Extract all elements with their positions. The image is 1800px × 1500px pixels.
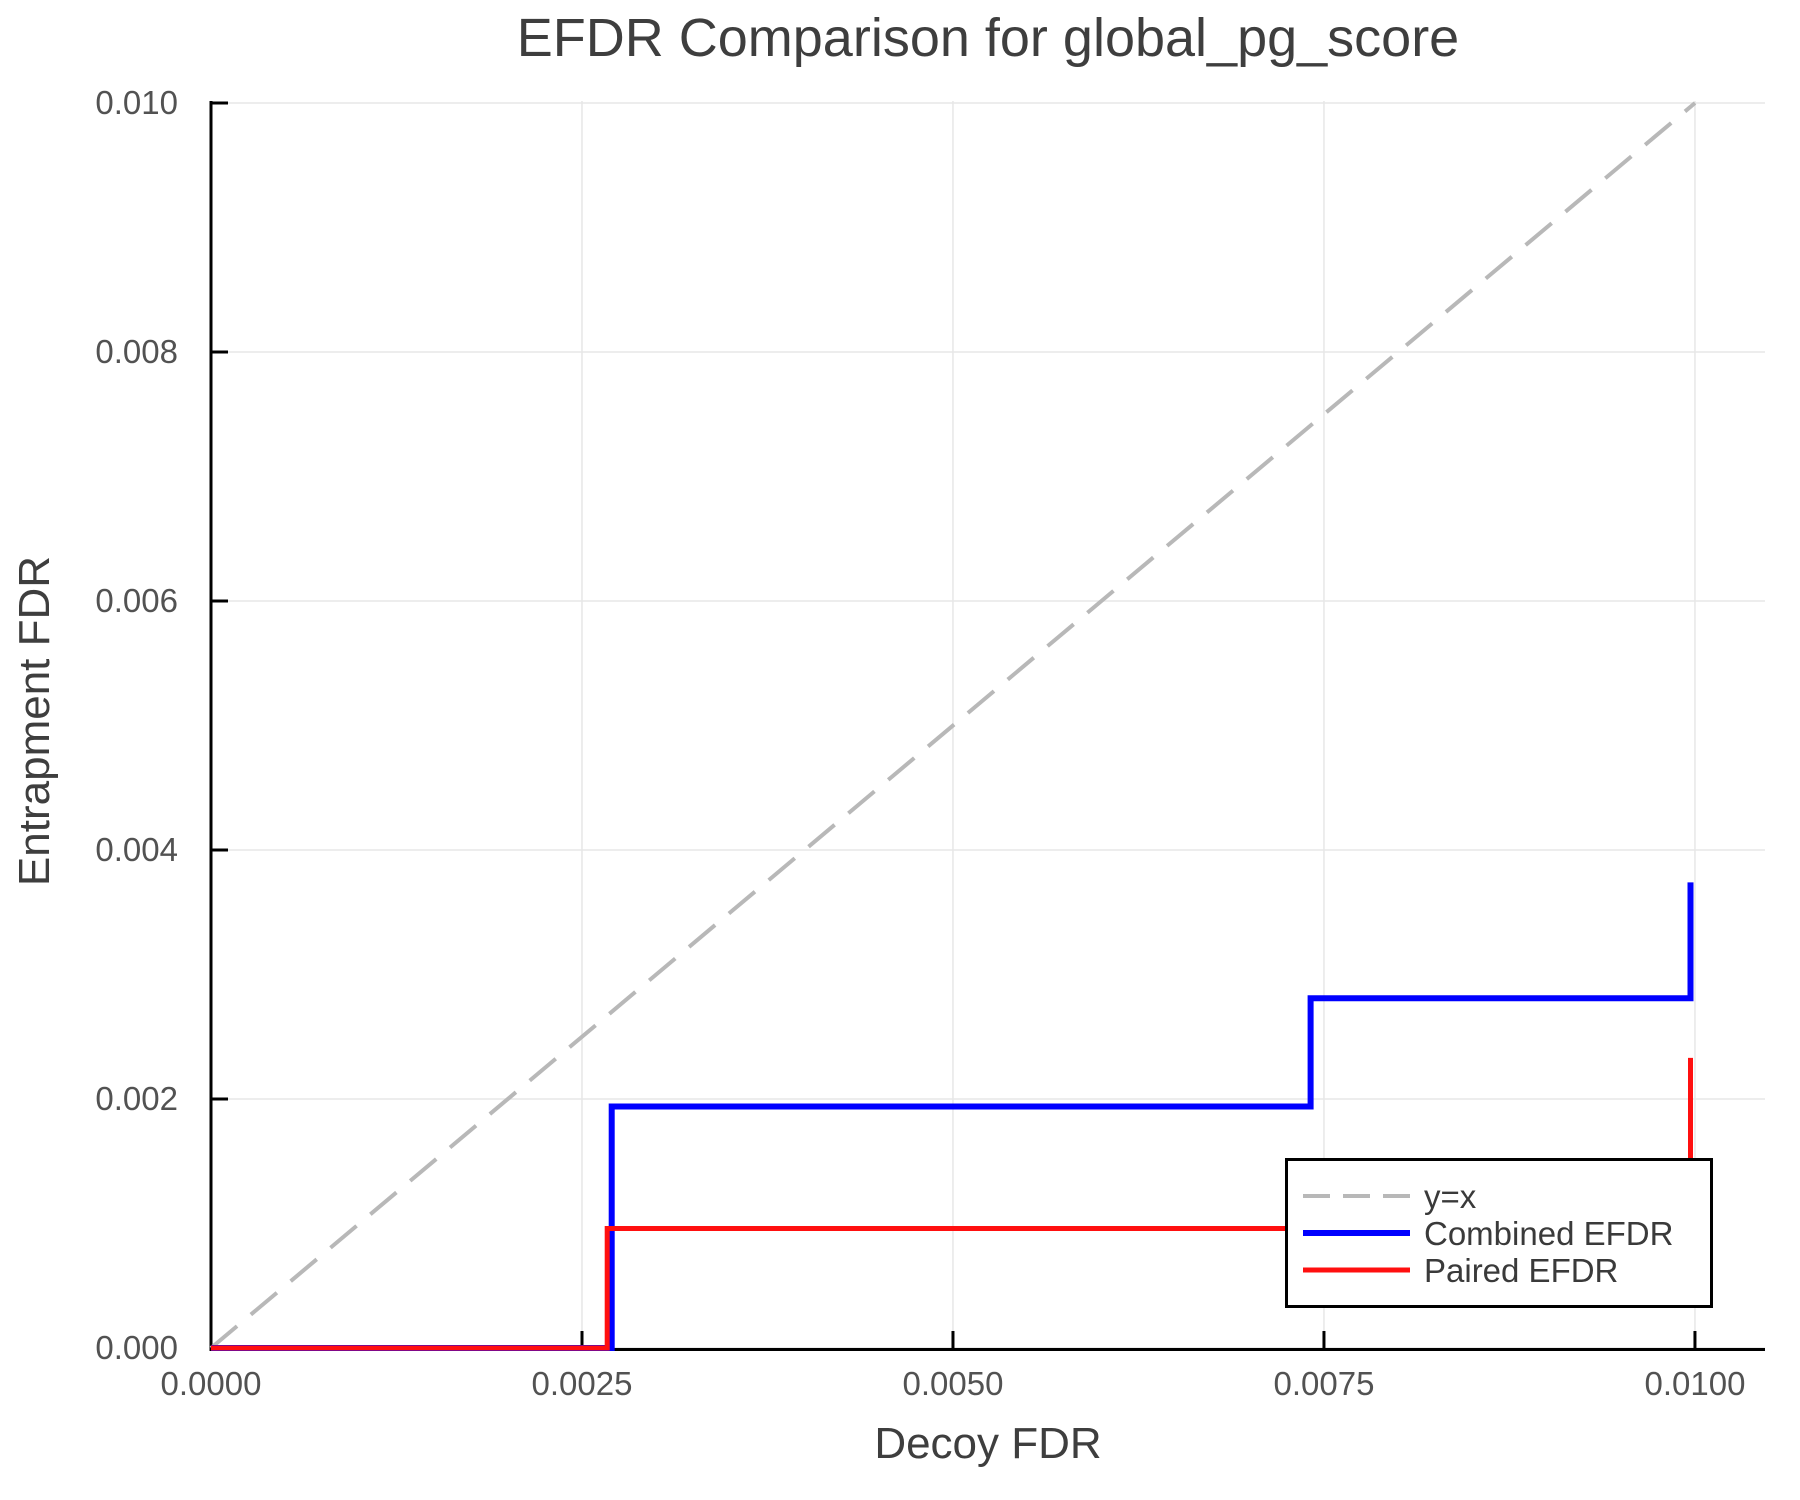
legend-line-sample-paired bbox=[1303, 1267, 1410, 1273]
y-tick-label: 0.004 bbox=[95, 831, 178, 868]
x-tick-label: 0.0100 bbox=[1644, 1365, 1745, 1402]
y-tick-label: 0.006 bbox=[95, 582, 178, 619]
legend-line-sample-dashed bbox=[1303, 1194, 1410, 1198]
legend-item-yx: y=x bbox=[1302, 1178, 1710, 1215]
x-tick-label: 0.0050 bbox=[903, 1365, 1004, 1402]
legend-item-combined-efdr: Combined EFDR bbox=[1302, 1215, 1710, 1252]
legend-item-paired-efdr: Paired EFDR bbox=[1302, 1252, 1710, 1289]
y-tick-label: 0.000 bbox=[95, 1329, 178, 1366]
y-tick-label: 0.008 bbox=[95, 333, 178, 370]
y-axis-label: Entrapment FDR bbox=[10, 555, 59, 887]
x-tick-label: 0.0000 bbox=[161, 1365, 262, 1402]
x-axis-label: Decoy FDR bbox=[874, 1419, 1102, 1468]
x-tick-label: 0.0025 bbox=[532, 1365, 633, 1402]
legend: y=x Combined EFDR Paired EFDR bbox=[1285, 1158, 1713, 1308]
series-line-combined-efdr bbox=[211, 882, 1694, 1351]
y-tick-label: 0.002 bbox=[95, 1080, 178, 1117]
legend-label-combined-efdr: Combined EFDR bbox=[1424, 1214, 1674, 1252]
y-tick-label: 0.010 bbox=[95, 84, 178, 121]
series-line-y-x bbox=[209, 101, 1697, 1350]
legend-label-paired-efdr: Paired EFDR bbox=[1424, 1251, 1619, 1289]
legend-line-sample-combined bbox=[1303, 1230, 1410, 1236]
x-tick-label: 0.0075 bbox=[1273, 1365, 1374, 1402]
chart-title: EFDR Comparison for global_pg_score bbox=[516, 8, 1460, 68]
legend-label-yx: y=x bbox=[1424, 1177, 1477, 1215]
